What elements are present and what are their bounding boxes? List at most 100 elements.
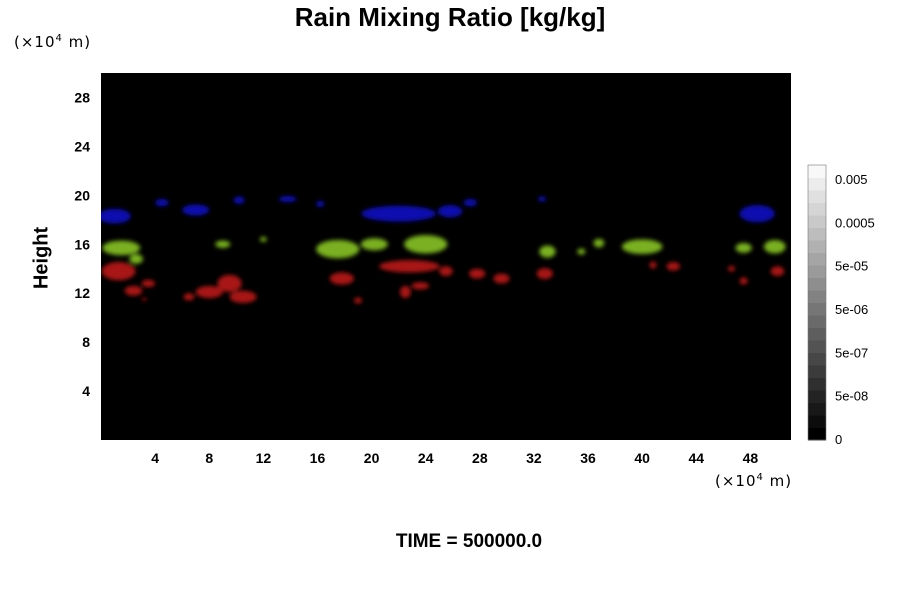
data-blob: [439, 266, 453, 277]
data-blob: [316, 200, 325, 207]
colorbar-segment: [808, 165, 826, 178]
colorbar-tick-label: 5e-05: [835, 259, 868, 274]
y-tick-label: 28: [74, 89, 90, 105]
data-blob: [649, 261, 657, 269]
data-blob: [379, 260, 440, 273]
x-tick-label: 20: [364, 450, 380, 466]
colorbar-tick-label: 5e-07: [835, 345, 868, 360]
data-blob: [195, 285, 223, 299]
colorbar-segment: [808, 377, 826, 391]
data-blob: [183, 293, 195, 301]
data-blob: [141, 279, 156, 288]
data-blob: [215, 240, 231, 248]
x-tick-label: 36: [580, 450, 596, 466]
chart-title: Rain Mixing Ratio [kg/kg]: [294, 2, 606, 32]
colorbar-segment: [808, 390, 826, 403]
colorbar-tick-label: 5e-06: [835, 302, 868, 317]
data-blob: [155, 199, 169, 207]
y-unit-label: (×104 m): [14, 33, 92, 51]
colorbar-segment: [808, 177, 826, 191]
plot-area: [101, 73, 791, 440]
data-blob: [536, 268, 553, 280]
colorbar-segment: [808, 190, 826, 203]
colorbar-tick-label: 0: [835, 432, 842, 447]
data-blob: [539, 245, 556, 258]
x-tick-label: 44: [689, 450, 705, 466]
colorbar-segment: [808, 427, 826, 441]
y-tick-label: 24: [74, 138, 90, 154]
data-blob: [259, 236, 267, 242]
data-blob: [411, 282, 430, 290]
data-blob: [666, 262, 681, 271]
data-blob: [354, 297, 363, 304]
colorbar-segment: [808, 227, 826, 241]
colorbar-tick-label: 0.005: [835, 172, 868, 187]
data-blob: [229, 290, 257, 303]
x-axis: 4 8 12 16 20 24 28 32 36 40 44 48: [151, 450, 758, 466]
colorbar-segment: [808, 402, 826, 416]
x-tick-label: 48: [743, 450, 759, 466]
data-blob: [493, 273, 510, 284]
y-tick-label: 4: [82, 383, 90, 399]
x-tick-label: 28: [472, 450, 488, 466]
colorbar-tick-label: 0.0005: [835, 215, 875, 230]
data-blob: [400, 285, 411, 299]
data-blob: [361, 205, 436, 222]
colorbar-segment: [808, 340, 826, 353]
data-blob: [739, 277, 748, 285]
data-blob: [182, 204, 210, 216]
data-blob: [101, 208, 131, 224]
x-tick-label: 8: [205, 450, 213, 466]
data-blob: [728, 265, 735, 272]
colorbar-segment: [808, 290, 826, 303]
x-tick-label: 40: [634, 450, 650, 466]
colorbar-segment: [808, 265, 826, 278]
data-blob: [329, 272, 354, 285]
data-blob: [770, 266, 785, 277]
data-blob: [142, 297, 147, 302]
time-label: TIME = 500000.0: [395, 531, 543, 552]
y-tick-label: 20: [74, 187, 90, 203]
y-tick-label: 16: [74, 236, 90, 252]
x-tick-label: 32: [526, 450, 542, 466]
colorbar-segment: [808, 315, 826, 328]
colorbar-segment: [808, 365, 826, 378]
y-tick-label: 8: [82, 334, 90, 350]
data-blob: [233, 196, 245, 204]
y-axis: 4 8 12 16 20 24 28: [74, 89, 90, 399]
data-blob: [102, 240, 141, 256]
data-blob: [469, 268, 486, 279]
data-blob: [463, 199, 478, 207]
x-unit-label: (×104 m): [715, 472, 793, 490]
data-blob: [101, 262, 136, 281]
colorbar-segment: [808, 277, 826, 291]
data-blob: [739, 205, 775, 223]
data-blob: [763, 239, 786, 254]
colorbar-tick-label: 5e-08: [835, 389, 868, 404]
colorbar-segment: [808, 415, 826, 428]
colorbar-segment: [808, 302, 826, 316]
colorbar-segment: [808, 215, 826, 228]
data-blob: [437, 205, 463, 218]
colorbar-segment: [808, 327, 826, 341]
data-blob: [404, 235, 448, 254]
data-blob: [621, 239, 663, 255]
data-blob: [316, 239, 360, 259]
colorbar-segment: [808, 352, 826, 366]
data-blob: [360, 238, 388, 251]
data-blob: [124, 285, 143, 296]
colorbar: 0.005 0.0005 5e-05 5e-06 5e-07 5e-08 0: [807, 164, 875, 447]
colorbar-frame: [807, 164, 827, 441]
y-tick-label: 12: [74, 285, 90, 301]
colorbar-segment: [808, 252, 826, 266]
x-tick-label: 12: [256, 450, 272, 466]
data-blob: [278, 195, 297, 203]
colorbar-segment: [808, 240, 826, 253]
x-tick-label: 4: [151, 450, 159, 466]
colorbar-segment: [808, 202, 826, 216]
data-blob: [593, 238, 605, 248]
data-blob: [217, 274, 242, 292]
data-blob: [129, 254, 143, 264]
x-tick-label: 24: [418, 450, 434, 466]
